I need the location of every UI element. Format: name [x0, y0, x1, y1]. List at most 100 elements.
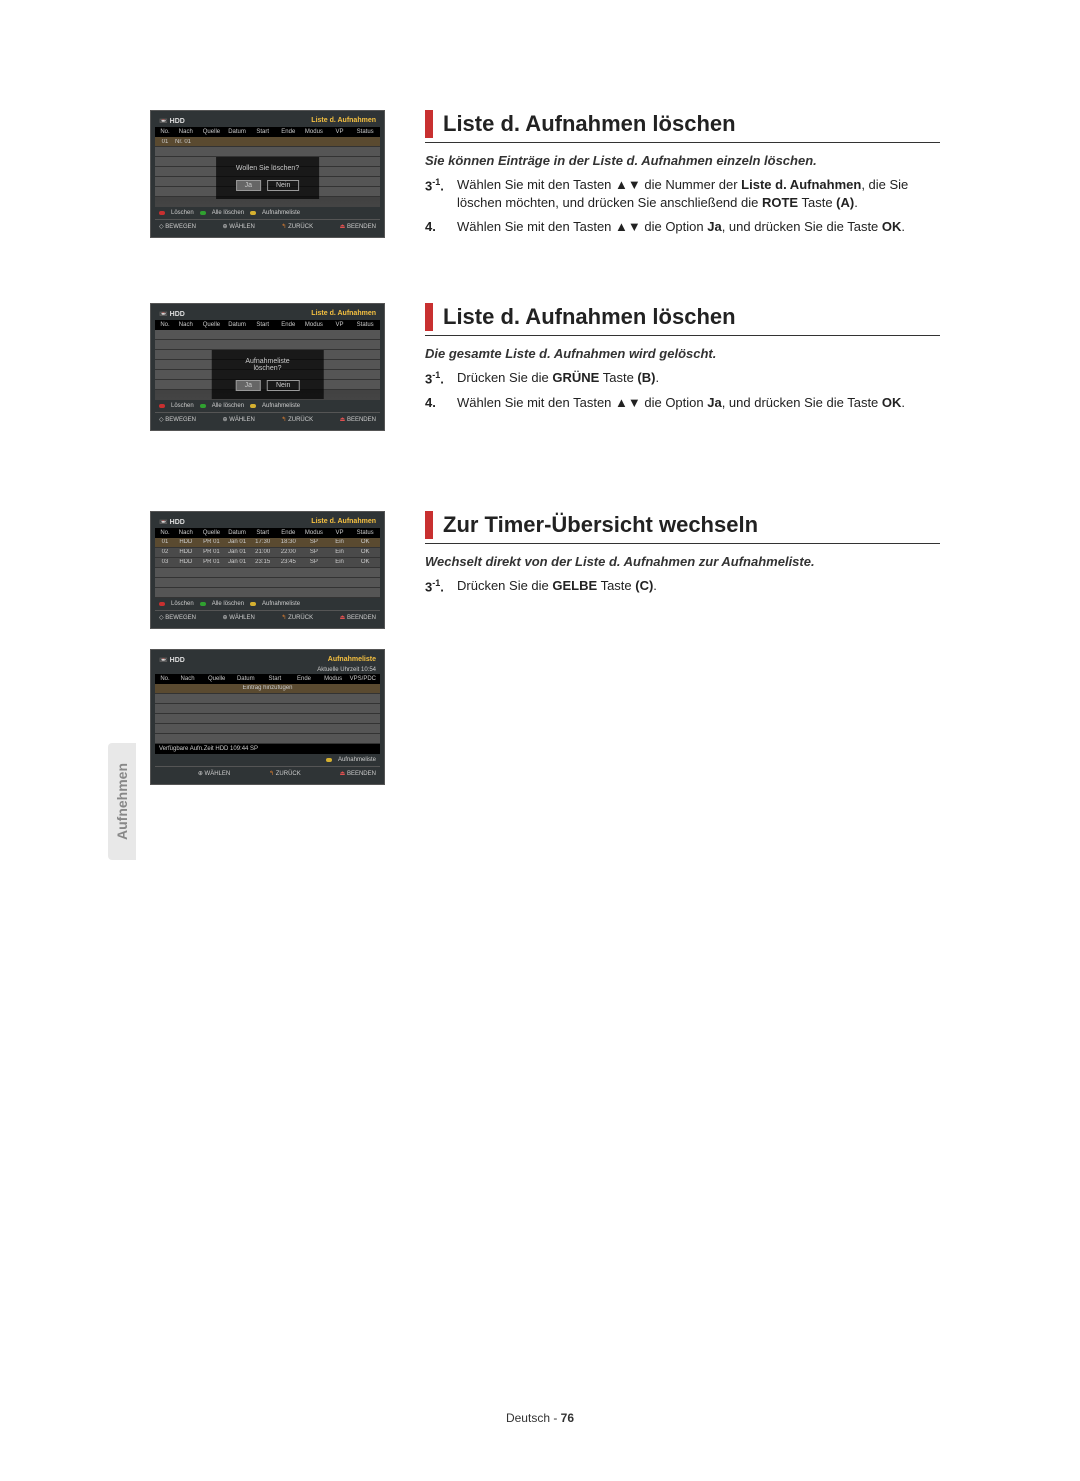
step-number: 3-1. — [425, 577, 449, 597]
step-text: Wählen Sie mit den Tasten ▲▼ die Option … — [457, 394, 905, 412]
table-row — [155, 714, 380, 724]
dialog-text: Wollen Sie löschen? — [236, 165, 300, 172]
step: 4. Wählen Sie mit den Tasten ▲▼ die Optio… — [425, 394, 940, 412]
section-3: 📼 HDD Liste d. Aufnahmen No.NachQuelleDa… — [150, 511, 940, 785]
heading-bar-icon — [425, 110, 433, 138]
steps-2: 3-1. Drücken Sie die GELBE Taste (C). — [425, 577, 940, 597]
step-text: Wählen Sie mit den Tasten ▲▼ die Nummer … — [457, 176, 940, 212]
section-2: 📼 HDD Liste d. Aufnahmen No.NachQuelleDa… — [150, 303, 940, 431]
nav-row: ◇ BEWEGEN ⊕ WÄHLEN ↰ ZURÜCK ⏏ BEENDEN — [155, 219, 380, 233]
table-row — [155, 734, 380, 744]
subhead: Sie können Einträge in der Liste d. Aufn… — [425, 153, 940, 168]
table-row — [155, 724, 380, 734]
table-row: 01HDDPR 01Jan 0117:3018:30SPEinOK — [155, 538, 380, 548]
available-time: Verfügbare Aufn.Zeit HDD 109:44 SP — [155, 744, 380, 754]
side-tab: Aufnehmen — [108, 743, 136, 860]
step: 3-1. Drücken Sie die GRÜNE Taste (B). — [425, 369, 940, 389]
screen-title: Aufnahmeliste — [328, 656, 376, 664]
heading-bar-icon — [425, 511, 433, 539]
tv-screen-list: 📼 HDD Liste d. Aufnahmen No.NachQuelleDa… — [150, 511, 385, 629]
green-dot-icon — [200, 602, 206, 606]
step-number: 3-1. — [425, 176, 449, 212]
col-headers: No.NachQuelleDatumStartEndeModusVPStatus — [155, 320, 380, 330]
table-row — [155, 330, 380, 340]
screen-title: Liste d. Aufnahmen — [311, 518, 376, 526]
table-row — [155, 588, 380, 598]
green-dot-icon — [200, 211, 206, 215]
heading-bar-icon — [425, 303, 433, 331]
text-col-2: Liste d. Aufnahmen löschen Die gesamte L… — [425, 303, 940, 419]
tv-screen-timer: 📼 HDD Aufnahmeliste Aktuelle Uhrzeit 10:… — [150, 649, 385, 785]
subhead: Die gesamte Liste d. Aufnahmen wird gelö… — [425, 346, 940, 361]
table-row — [155, 147, 380, 157]
screen-title: Liste d. Aufnahmen — [311, 310, 376, 318]
dialog-text: Aufnahmeliste löschen? — [231, 358, 304, 372]
yes-button[interactable]: Ja — [236, 380, 261, 391]
page-footer: Deutsch - 76 — [0, 1411, 1080, 1425]
screen-col-3: 📼 HDD Liste d. Aufnahmen No.NachQuelleDa… — [150, 511, 385, 785]
tv-body: 01Nr. 01 Wollen Sie löschen? Ja Nein — [155, 137, 380, 207]
nav-row: ⊕ WÄHLEN ↰ ZURÜCK ⏏ BEENDEN — [155, 766, 380, 780]
heading-text: Liste d. Aufnahmen löschen — [443, 304, 736, 330]
hdd-label: 📼 HDD — [159, 656, 185, 664]
yes-button[interactable]: Ja — [236, 180, 261, 191]
yellow-dot-icon — [250, 404, 256, 408]
text-col-3: Zur Timer-Übersicht wechseln Wechselt di… — [425, 511, 940, 603]
hdd-label: 📼 HDD — [159, 310, 185, 318]
confirm-dialog: Aufnahmeliste löschen? Ja Nein — [211, 350, 324, 399]
section-heading: Liste d. Aufnahmen löschen — [425, 303, 940, 336]
tv-body: Eintrag hinzufügen — [155, 684, 380, 744]
screen-title: Liste d. Aufnahmen — [311, 117, 376, 125]
add-entry-row[interactable]: Eintrag hinzufügen — [155, 684, 380, 694]
tv-screen-delete-all: 📼 HDD Liste d. Aufnahmen No.NachQuelleDa… — [150, 303, 385, 431]
table-row: 03HDDPR 01Jan 0123:1523:45SPEinOK — [155, 558, 380, 568]
step-text: Drücken Sie die GRÜNE Taste (B). — [457, 369, 659, 389]
confirm-dialog: Wollen Sie löschen? Ja Nein — [216, 157, 320, 199]
red-dot-icon — [159, 602, 165, 606]
step-text: Wählen Sie mit den Tasten ▲▼ die Option … — [457, 218, 905, 236]
tv-body: Aufnahmeliste löschen? Ja Nein — [155, 330, 380, 400]
step-number: 4. — [425, 394, 449, 412]
current-time: Aktuelle Uhrzeit 10:54 — [155, 666, 380, 674]
nav-row: ◇ BEWEGEN ⊕ WÄHLEN ↰ ZURÜCK ⏏ BEENDEN — [155, 412, 380, 426]
section-1: 📼 HDD Liste d. Aufnahmen No.NachQuelleDa… — [150, 110, 940, 243]
heading-text: Zur Timer-Übersicht wechseln — [443, 512, 758, 538]
step-text: Drücken Sie die GELBE Taste (C). — [457, 577, 657, 597]
tv-screen-delete-single: 📼 HDD Liste d. Aufnahmen No.NachQuelleDa… — [150, 110, 385, 238]
data-rows-container: 01HDDPR 01Jan 0117:3018:30SPEinOK02HDDPR… — [155, 538, 380, 568]
legend: Aufnahmeliste — [155, 754, 380, 766]
heading-text: Liste d. Aufnahmen löschen — [443, 111, 736, 137]
table-row — [155, 704, 380, 714]
text-col-1: Liste d. Aufnahmen löschen Sie können Ei… — [425, 110, 940, 243]
nav-row: ◇ BEWEGEN ⊕ WÄHLEN ↰ ZURÜCK ⏏ BEENDEN — [155, 610, 380, 624]
hdd-label: 📼 HDD — [159, 117, 185, 125]
yellow-dot-icon — [250, 602, 256, 606]
col-headers: No.NachQuelleDatumStartEndeModusVPS/PDC — [155, 674, 380, 684]
no-button[interactable]: Nein — [267, 380, 299, 391]
step: 3-1. Wählen Sie mit den Tasten ▲▼ die Num… — [425, 176, 940, 212]
tv-body: 01HDDPR 01Jan 0117:3018:30SPEinOK02HDDPR… — [155, 538, 380, 598]
screen-col-2: 📼 HDD Liste d. Aufnahmen No.NachQuelleDa… — [150, 303, 385, 431]
table-row — [155, 568, 380, 578]
green-dot-icon — [200, 404, 206, 408]
hdd-label: 📼 HDD — [159, 518, 185, 526]
legend: Löschen Alle löschen Aufnahmeliste — [155, 598, 380, 610]
subhead: Wechselt direkt von der Liste d. Aufnahm… — [425, 554, 940, 569]
col-headers: No.NachQuelleDatumStartEndeModusVPStatus — [155, 127, 380, 137]
steps-0: 3-1. Wählen Sie mit den Tasten ▲▼ die Num… — [425, 176, 940, 237]
legend: Löschen Alle löschen Aufnahmeliste — [155, 400, 380, 412]
table-row: 01Nr. 01 — [155, 137, 380, 147]
step-number: 3-1. — [425, 369, 449, 389]
no-button[interactable]: Nein — [267, 180, 299, 191]
red-dot-icon — [159, 211, 165, 215]
step: 4. Wählen Sie mit den Tasten ▲▼ die Optio… — [425, 218, 940, 236]
step-number: 4. — [425, 218, 449, 236]
yellow-dot-icon — [250, 211, 256, 215]
table-row: 02HDDPR 01Jan 0121:0022:00SPEinOK — [155, 548, 380, 558]
table-row — [155, 340, 380, 350]
red-dot-icon — [159, 404, 165, 408]
page: Aufnehmen 📼 HDD Liste d. Aufnahmen No.Na… — [0, 0, 1080, 1481]
table-row — [155, 694, 380, 704]
steps-1: 3-1. Drücken Sie die GRÜNE Taste (B). 4. Wä… — [425, 369, 940, 413]
yellow-dot-icon — [326, 758, 332, 762]
